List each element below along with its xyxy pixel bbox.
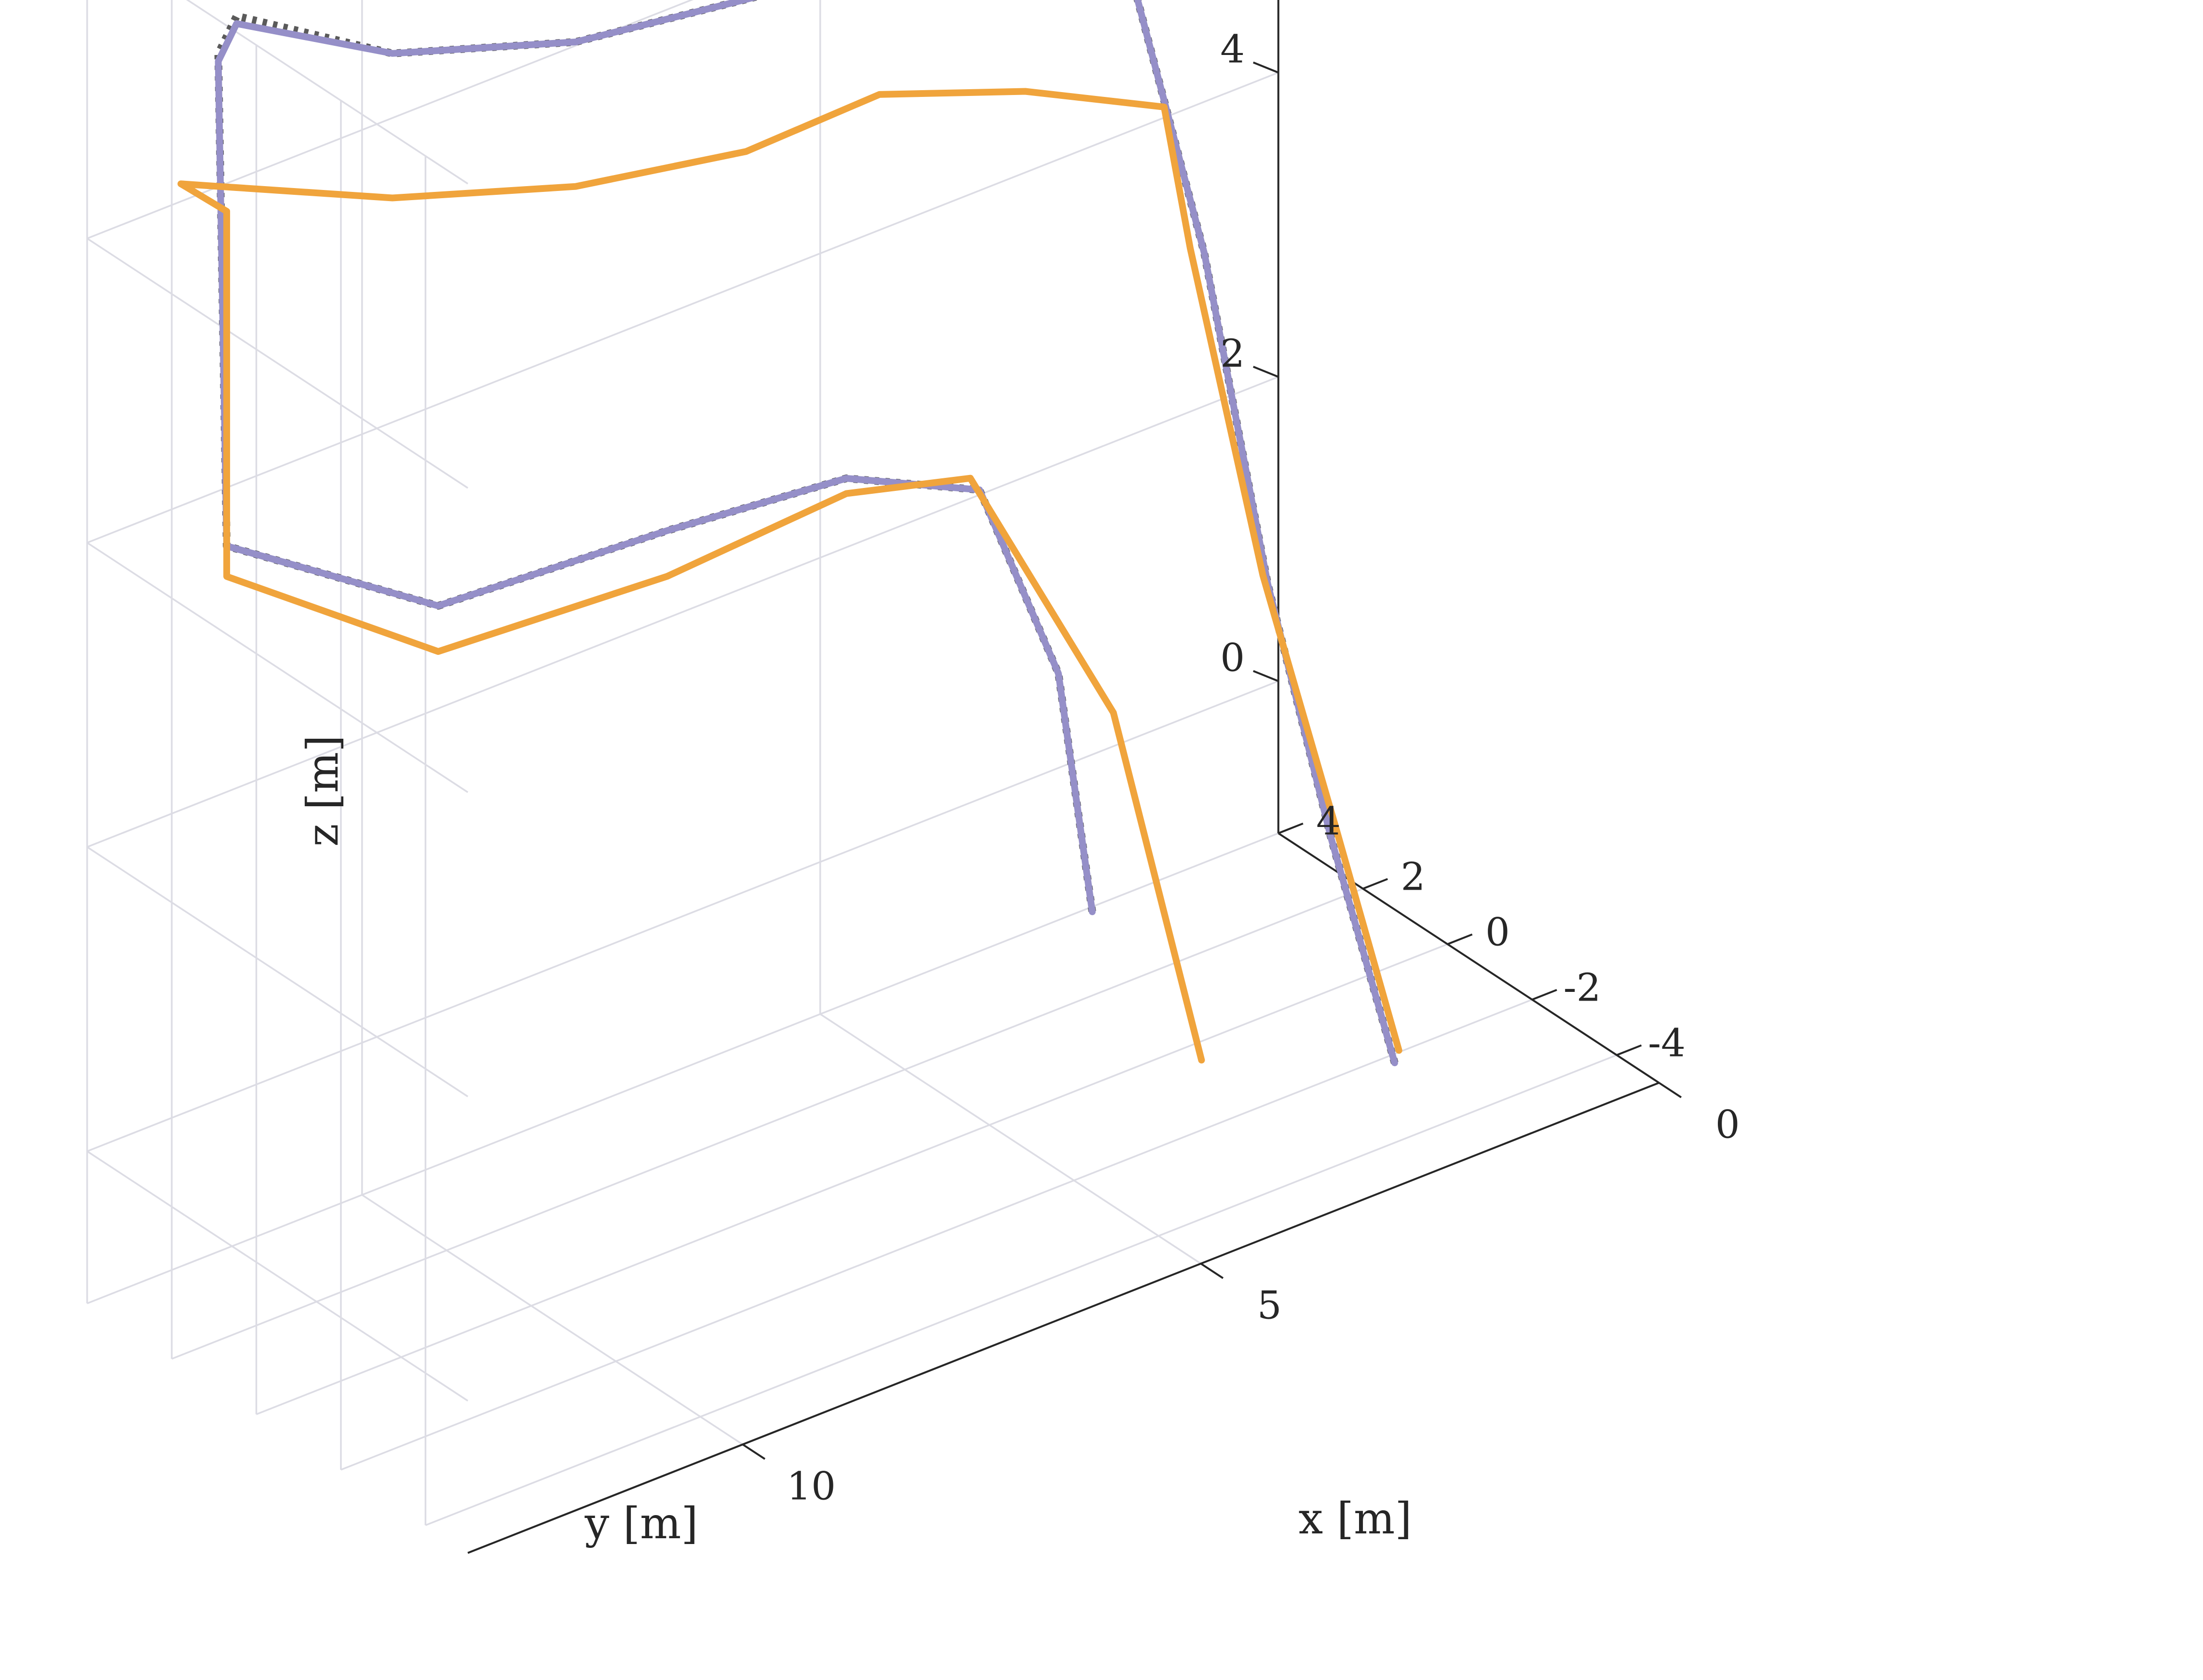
y-tick-label: -4 — [1648, 1020, 1686, 1065]
grid-line — [86, 846, 468, 1097]
z-tick — [1252, 366, 1279, 378]
trajectory-series — [177, 0, 1402, 1067]
grid-line — [186, 0, 468, 185]
x-tick — [1658, 1082, 1682, 1098]
grid-line — [425, 1054, 1617, 1526]
z-tick — [1252, 670, 1279, 682]
z-tick-label: 4 — [1220, 27, 1245, 72]
grid-line — [87, 680, 1279, 1152]
y-tick — [1278, 822, 1304, 834]
grid-line — [86, 238, 468, 489]
grid-line — [87, 71, 1279, 544]
y-tick — [1362, 878, 1388, 890]
x-tick — [1200, 1262, 1224, 1279]
y-tick-label: 0 — [1485, 909, 1510, 954]
z-tick — [1252, 61, 1279, 74]
x-tick-label: 0 — [1715, 1102, 1740, 1147]
x-tick-label: 10 — [787, 1464, 836, 1509]
grid-line — [819, 1013, 1201, 1264]
grid-line — [87, 0, 694, 240]
grid-line — [340, 999, 1533, 1471]
grid-line — [86, 542, 468, 793]
z-tick-label: 0 — [1220, 636, 1245, 680]
grid-lines — [86, 0, 1659, 1526]
series-line-3 — [177, 88, 1402, 1064]
x-tick-label: 5 — [1257, 1283, 1282, 1328]
grid-line — [86, 1151, 468, 1402]
y-tick-label: 4 — [1316, 799, 1341, 843]
y-tick — [1532, 989, 1557, 1001]
y-tick-label: -2 — [1564, 965, 1601, 1010]
grid-line — [87, 376, 1279, 848]
x-axis-line — [467, 1082, 1659, 1554]
grid-line — [87, 832, 1279, 1304]
y-tick-label: 2 — [1401, 854, 1425, 899]
y-axis-title: y [m] — [584, 1498, 698, 1549]
x-tick — [742, 1443, 766, 1460]
series-line-2 — [215, 0, 1398, 1067]
y-tick — [1447, 933, 1473, 945]
z-axis-title: z [m] — [298, 735, 348, 847]
z-tick-label: 2 — [1220, 331, 1245, 376]
y-tick — [1616, 1044, 1642, 1056]
grid-line — [171, 888, 1363, 1360]
grid-line — [256, 943, 1448, 1415]
x-axis-title: x [m] — [1299, 1493, 1412, 1544]
